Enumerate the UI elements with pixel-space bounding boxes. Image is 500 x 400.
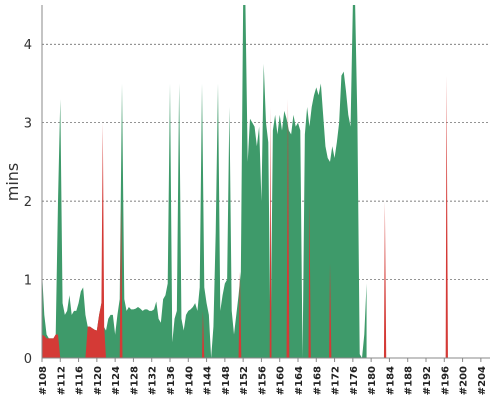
data-areas <box>42 5 490 358</box>
x-tick-label: #132 <box>148 366 159 395</box>
x-tick-label: #172 <box>331 366 342 395</box>
x-tick-label: #112 <box>56 366 67 395</box>
x-tick-label: #144 <box>203 366 214 395</box>
x-tick-labels: #108 #112 #116 #120 #124 #128 #132 #136 #140 #144… <box>38 358 488 395</box>
y-tick-label: 2 <box>24 195 32 210</box>
y-tick-label: 0 <box>24 352 32 367</box>
x-tick-label: #176 <box>349 366 360 395</box>
x-tick-label: #152 <box>239 366 250 395</box>
y-tick-label: 4 <box>24 38 32 53</box>
x-tick-label: #128 <box>129 366 140 395</box>
x-tick-label: #180 <box>367 366 378 395</box>
y-tick-labels: 0 1 2 3 4 <box>24 38 32 367</box>
x-tick-label: #108 <box>38 366 49 395</box>
axes <box>41 5 490 359</box>
y-axis-label: mins <box>3 163 22 202</box>
pass-area <box>42 5 367 358</box>
y-tick-label: 3 <box>24 117 32 132</box>
x-tick-label: #204 <box>477 366 488 395</box>
x-tick-label: #168 <box>312 366 323 395</box>
x-tick-label: #136 <box>166 366 177 395</box>
x-tick-label: #188 <box>404 366 415 395</box>
y-tick-label: 1 <box>24 274 32 289</box>
x-tick-label: #148 <box>221 366 232 395</box>
x-tick-label: #116 <box>75 366 86 395</box>
x-tick-label: #184 <box>385 366 396 395</box>
x-tick-label: #140 <box>184 366 195 395</box>
x-tick-label: #192 <box>422 366 433 395</box>
x-tick-label: #164 <box>294 366 305 395</box>
x-tick-label: #124 <box>111 366 122 395</box>
x-tick-label: #156 <box>257 366 268 395</box>
x-tick-label: #160 <box>276 366 287 395</box>
x-tick-label: #200 <box>459 366 470 395</box>
x-tick-label: #120 <box>93 366 104 395</box>
x-tick-label: #196 <box>440 366 451 395</box>
